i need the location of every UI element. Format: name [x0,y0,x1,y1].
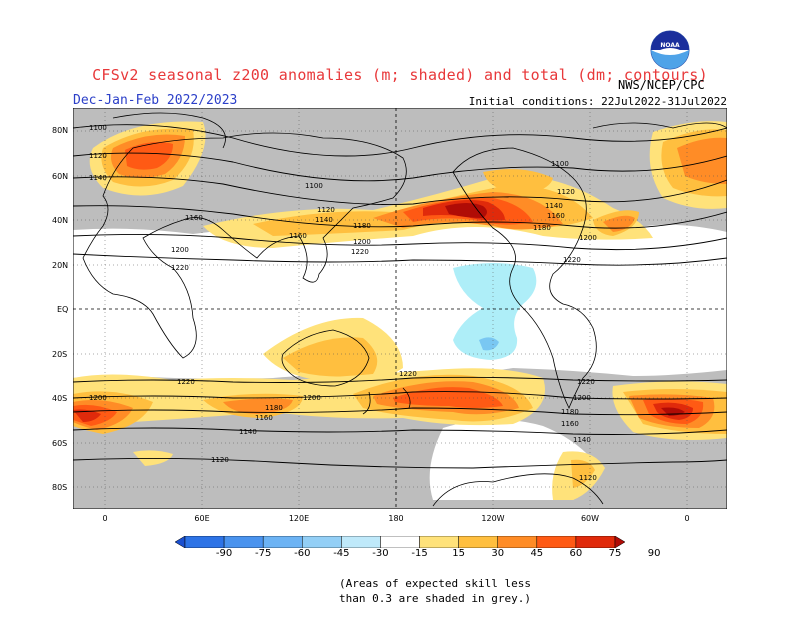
svg-text:1200: 1200 [171,246,189,254]
height-contours [73,124,727,469]
skill-area-tropics [73,211,727,384]
svg-text:1100: 1100 [551,160,569,168]
svg-text:1140: 1140 [315,216,333,224]
colorbar-tick-label: -15 [411,548,428,559]
lat-label-20n: 20N [52,261,69,270]
svg-text:1100: 1100 [89,124,107,132]
forecast-map: 1100 1120 1140 1160 1200 1220 1100 1120 … [73,108,727,509]
colorbar-tick-label: 60 [569,548,583,559]
lat-label-80n: 80N [52,126,69,135]
svg-text:1220: 1220 [177,378,195,386]
svg-text:1120: 1120 [557,188,575,196]
map-title: CFSv2 seasonal z200 anomalies (m; shaded… [92,66,708,84]
equator-and-dateline [73,108,727,509]
agency-label: NWS/NCEP/CPC [618,78,705,92]
svg-text:1160: 1160 [185,214,203,222]
colorbar-segment [262,536,303,548]
svg-text:1140: 1140 [239,428,257,436]
svg-text:1200: 1200 [573,394,591,402]
svg-text:1120: 1120 [89,152,107,160]
skill-footnote: (Areas of expected skill less than 0.3 a… [330,576,540,606]
lat-label-60s: 60S [52,439,68,448]
lat-label-40n: 40N [52,216,69,225]
colorbar-extend-low [175,536,186,548]
svg-text:1120: 1120 [211,456,229,464]
graticule [73,108,727,509]
lon-label-60e: 60E [194,514,210,523]
svg-text:1100: 1100 [305,182,323,190]
colorbar-segment [575,536,616,548]
svg-text:1200: 1200 [303,394,321,402]
footnote-line-2: than 0.3 are shaded in grey.) [338,592,532,605]
svg-text:1220: 1220 [577,378,595,386]
colorbar-segment [536,536,577,548]
lon-label-120w: 120W [481,514,505,523]
lat-label-60n: 60N [52,172,69,181]
colorbar-segment [223,536,264,548]
colorbar-segment [497,536,538,548]
lat-label-20s: 20S [52,350,68,359]
contour-labels: 1100 1120 1140 1160 1200 1220 1100 1120 … [89,124,597,482]
colorbar-tick-label: 45 [530,548,544,559]
colorbar-tick-label: -30 [372,548,389,559]
colorbar-tick-label: -90 [215,548,233,559]
svg-text:1220: 1220 [351,248,369,256]
svg-text:1180: 1180 [353,222,371,230]
colorbar-tick-label: -75 [255,548,272,559]
noaa-logo: NOAA [650,30,690,70]
svg-text:1180: 1180 [561,408,579,416]
lon-label-60w: 60W [580,514,600,523]
svg-text:1140: 1140 [573,436,591,444]
colorbar-tick-label: -45 [333,548,350,559]
lon-label-0: 0 [102,514,108,523]
colorbar-segment [458,536,498,548]
colorbar-segment [419,536,459,548]
svg-text:1140: 1140 [545,202,563,210]
negative-anomalies [453,263,537,360]
initial-conditions-label: Initial conditions: 22Jul2022-31Jul2022 [468,95,727,108]
colorbar-segment [341,536,381,548]
colorbar-segment [302,536,342,548]
svg-text:1180: 1180 [533,224,551,232]
lon-label-180: 180 [388,514,404,523]
logo-text: NOAA [660,42,680,49]
svg-text:1160: 1160 [289,232,307,240]
colorbar [175,536,625,548]
svg-text:1160: 1160 [561,420,579,428]
colorbar-tick-label: 15 [452,548,465,559]
svg-text:1220: 1220 [171,264,189,272]
lat-label-80s: 80S [52,483,68,492]
lon-label-0-east: 0 [684,514,690,523]
svg-text:1220: 1220 [399,370,417,378]
svg-text:1180: 1180 [265,404,283,412]
colorbar-tick-label: -60 [294,548,311,559]
colorbar-tick-label: 75 [608,548,622,559]
colorbar-tick-label: 30 [491,548,505,559]
lon-label-120e: 120E [288,514,310,523]
svg-text:1120: 1120 [317,206,335,214]
svg-text:1200: 1200 [353,238,371,246]
lat-label-eq: EQ [57,305,69,314]
svg-text:1140: 1140 [89,174,107,182]
svg-text:1200: 1200 [89,394,107,402]
svg-text:1120: 1120 [579,474,597,482]
svg-text:1160: 1160 [255,414,273,422]
positive-anomalies [73,121,727,500]
colorbar-tick-label: 90 [647,548,661,559]
svg-text:1160: 1160 [547,212,565,220]
colorbar-segment [380,536,420,548]
svg-text:1200: 1200 [579,234,597,242]
footnote-line-1: (Areas of expected skill less [338,577,532,590]
colorbar-extend-high [614,536,625,548]
season-label: Dec-Jan-Feb 2022/2023 [73,93,238,108]
svg-text:1220: 1220 [563,256,581,264]
colorbar-segment [184,536,225,548]
lat-label-40s: 40S [52,394,68,403]
